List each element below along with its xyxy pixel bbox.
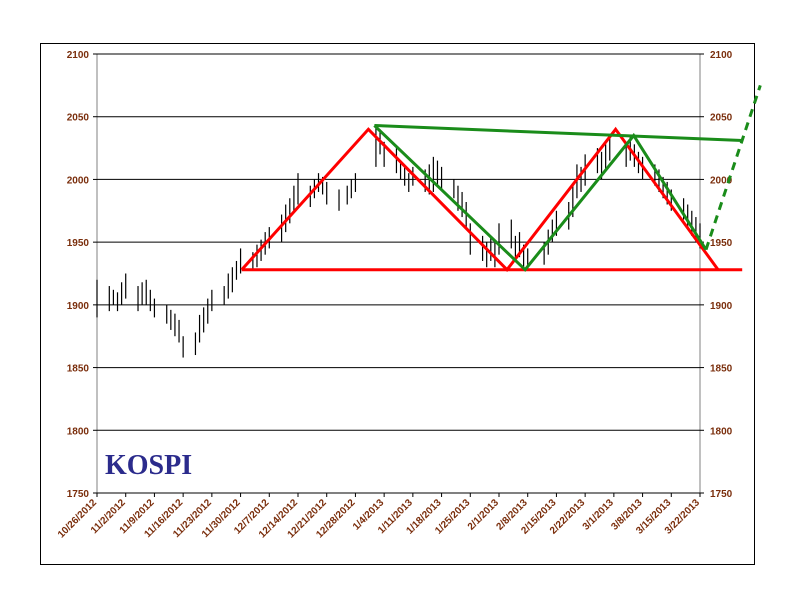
plot-area	[96, 53, 701, 494]
chart-title: KOSPI	[105, 450, 193, 481]
y-tick-label-left: 1950	[67, 238, 90, 249]
y-tick-label-right: 1850	[710, 364, 733, 375]
y-tick-labels: 1750 1750 1800 1800 1850 1850 1900 1900 1950 1950…	[67, 50, 733, 500]
y-tick-label-right: 2050	[710, 113, 733, 124]
x-tick-labels: 10/26/201211/2/201211/9/201211/16/201211…	[56, 493, 702, 541]
y-tick-label-right: 1800	[710, 426, 733, 437]
y-tick-label-left: 2050	[67, 113, 90, 124]
chart-frame	[40, 43, 755, 565]
green-pattern-line	[373, 124, 708, 272]
green-projection-dashed-line	[704, 84, 762, 251]
y-tick-label-right: 1950	[710, 238, 733, 249]
y-tick-label-right: 2000	[710, 175, 733, 186]
red-pattern-line	[240, 126, 720, 272]
y-tick-label-right: 1900	[710, 301, 733, 312]
x-tick-label: 10/26/2012	[56, 497, 99, 540]
y-tick-label-left: 1800	[67, 426, 90, 437]
y-tick-label-left: 1900	[67, 301, 90, 312]
y-tick-label-right: 2100	[710, 50, 733, 61]
y-tick-label-right: 1750	[710, 489, 733, 500]
green-resistance-line	[374, 124, 743, 142]
y-tick-label-left: 2100	[67, 50, 90, 61]
y-tick-label-left: 2000	[67, 175, 90, 186]
trend-lines	[240, 84, 762, 272]
y-tick-label-left: 1850	[67, 364, 90, 375]
grid-lines	[93, 53, 704, 494]
y-tick-label-left: 1750	[67, 489, 90, 500]
